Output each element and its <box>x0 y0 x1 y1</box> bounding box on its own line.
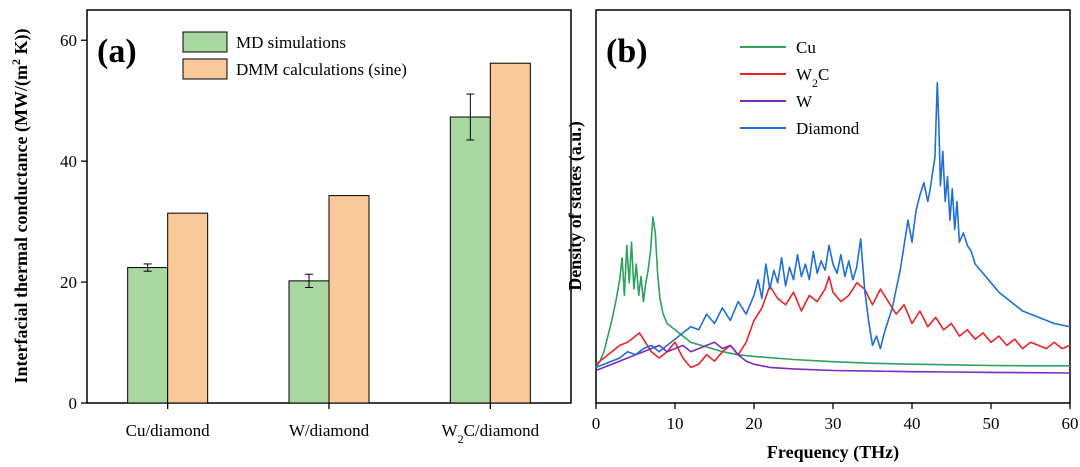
x-tick-label: 10 <box>667 414 684 433</box>
bar <box>288 280 330 404</box>
panel-a: (a) 0 20 40 60 Cu/diamond W/diamond W2C/diamo… <box>9 9 572 446</box>
x-tick-label: W2C/diamond <box>442 421 540 446</box>
legend-label: W <box>796 92 813 111</box>
legend-label: DMM calculations (sine) <box>236 60 407 79</box>
series-line-cu <box>595 216 1070 368</box>
legend-swatch <box>182 31 228 53</box>
x-tick-label: Cu/diamond <box>126 421 211 440</box>
y-tick-label: 20 <box>60 273 77 292</box>
panel-b-frame <box>595 9 1071 404</box>
legend-label: W2C <box>796 65 829 90</box>
series-line-w <box>595 341 1071 374</box>
x-tick-label: 30 <box>825 414 842 433</box>
panel-b-label: (b) <box>606 33 648 70</box>
legend-label: Cu <box>796 38 816 57</box>
bar <box>449 116 491 404</box>
x-tick-label: W/diamond <box>289 421 370 440</box>
legend-label: Diamond <box>796 119 860 138</box>
x-tick-label: 20 <box>746 414 763 433</box>
y-tick-label: 0 <box>69 394 78 413</box>
y-tick-label: 40 <box>60 152 77 171</box>
x-axis-label: Frequency (THz) <box>767 442 899 463</box>
y-axis-label-b: Density of states (a.u.) <box>565 121 586 290</box>
x-tick-label: 40 <box>904 414 921 433</box>
series-line-w2c <box>595 275 1071 369</box>
series-line-diamond <box>595 81 1071 369</box>
x-tick-label: 60 <box>1062 414 1079 433</box>
x-tick-label: 50 <box>983 414 1000 433</box>
bar <box>328 195 370 404</box>
y-axis-label: Interfacial thermal conductance (MW/(m2 … <box>9 29 32 384</box>
y-tick-label: 60 <box>60 31 77 50</box>
legend-label: MD simulations <box>236 33 346 52</box>
bar <box>127 267 169 404</box>
x-tick-label: 0 <box>592 414 601 433</box>
bar <box>489 62 531 404</box>
panel-a-label: (a) <box>97 33 137 70</box>
panel-b: (b) 0 10 20 30 40 50 60 Cu W2C W Diamond Frequenc… <box>565 9 1079 463</box>
legend-swatch <box>182 58 228 80</box>
bar <box>167 212 209 404</box>
